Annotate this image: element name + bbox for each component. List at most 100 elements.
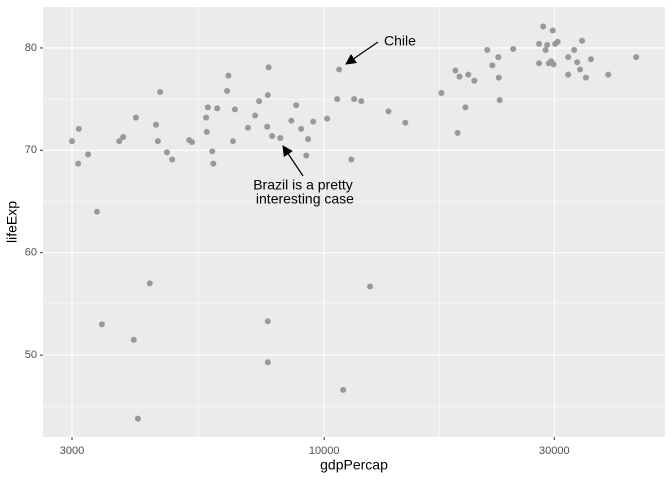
annotation-arrow bbox=[345, 41, 379, 65]
point bbox=[462, 104, 469, 111]
point bbox=[495, 54, 502, 61]
point bbox=[264, 92, 271, 99]
point bbox=[540, 23, 547, 30]
x-tick-label: 30000 bbox=[539, 445, 570, 457]
point bbox=[288, 117, 295, 124]
point bbox=[605, 71, 612, 78]
point bbox=[334, 96, 341, 103]
point bbox=[385, 108, 392, 115]
annotation-arrow bbox=[282, 145, 304, 177]
point bbox=[152, 121, 159, 128]
point bbox=[456, 73, 463, 80]
point bbox=[550, 61, 557, 68]
point bbox=[264, 318, 271, 325]
point bbox=[484, 47, 491, 53]
annotation: Brazil is a pretty bbox=[253, 177, 353, 193]
point bbox=[358, 98, 365, 105]
point bbox=[544, 41, 551, 48]
point bbox=[265, 64, 272, 71]
point bbox=[454, 129, 461, 136]
point bbox=[264, 359, 271, 366]
point bbox=[69, 138, 76, 145]
point bbox=[324, 115, 331, 122]
point bbox=[146, 280, 153, 287]
point bbox=[244, 124, 251, 131]
point bbox=[98, 321, 105, 328]
point bbox=[542, 47, 549, 53]
point bbox=[571, 47, 578, 53]
point bbox=[510, 45, 517, 52]
point bbox=[549, 27, 556, 34]
y-tick-label: 70 bbox=[25, 144, 37, 156]
point bbox=[231, 106, 238, 113]
panel bbox=[43, 7, 665, 437]
point bbox=[203, 114, 210, 121]
point bbox=[471, 77, 478, 84]
point bbox=[210, 160, 217, 167]
annotation: interesting case bbox=[252, 191, 354, 207]
point bbox=[438, 90, 445, 96]
point bbox=[536, 40, 543, 47]
y-tick-label: 80 bbox=[25, 42, 37, 54]
point bbox=[75, 125, 82, 132]
point bbox=[574, 59, 581, 66]
point bbox=[582, 74, 589, 81]
point bbox=[495, 74, 502, 81]
point bbox=[157, 88, 164, 95]
point bbox=[188, 139, 195, 146]
point bbox=[340, 386, 347, 393]
y-tick-label: 60 bbox=[25, 247, 37, 259]
y-axis-title: lifeExp bbox=[4, 201, 20, 243]
point bbox=[452, 67, 459, 74]
point bbox=[120, 134, 127, 141]
point bbox=[203, 128, 210, 135]
x-axis-title: gdpPercap bbox=[320, 457, 388, 473]
point bbox=[93, 208, 100, 215]
point bbox=[351, 96, 358, 103]
point bbox=[75, 160, 82, 167]
point bbox=[565, 71, 572, 78]
point bbox=[579, 37, 586, 44]
point bbox=[336, 66, 343, 73]
point bbox=[134, 415, 141, 422]
point bbox=[225, 72, 232, 79]
point bbox=[163, 149, 170, 156]
x-tick-label: 3000 bbox=[60, 445, 84, 457]
point bbox=[587, 56, 594, 63]
point bbox=[402, 119, 409, 126]
point bbox=[465, 71, 472, 78]
point bbox=[229, 138, 236, 145]
x-tick-label: 10000 bbox=[309, 445, 340, 457]
point bbox=[85, 151, 92, 158]
point bbox=[367, 283, 374, 290]
point bbox=[264, 123, 271, 130]
point bbox=[214, 105, 221, 112]
point bbox=[252, 112, 259, 119]
point bbox=[633, 54, 640, 61]
point bbox=[169, 156, 176, 163]
point bbox=[305, 136, 312, 143]
point bbox=[204, 104, 211, 111]
point bbox=[154, 138, 161, 145]
y-tick-label: 50 bbox=[25, 349, 37, 361]
point bbox=[116, 138, 123, 145]
point bbox=[565, 54, 572, 61]
point bbox=[224, 87, 231, 94]
point bbox=[577, 66, 584, 73]
point bbox=[489, 62, 496, 69]
annotation: Chile bbox=[384, 33, 416, 49]
point bbox=[132, 114, 139, 121]
point bbox=[209, 148, 216, 155]
point bbox=[310, 118, 317, 125]
point bbox=[536, 60, 543, 67]
point bbox=[348, 156, 355, 163]
point bbox=[269, 133, 276, 139]
point bbox=[554, 38, 561, 45]
point bbox=[496, 97, 503, 104]
point bbox=[256, 98, 263, 105]
point bbox=[130, 336, 137, 343]
point bbox=[277, 135, 284, 142]
point bbox=[293, 102, 300, 109]
point bbox=[303, 152, 310, 159]
